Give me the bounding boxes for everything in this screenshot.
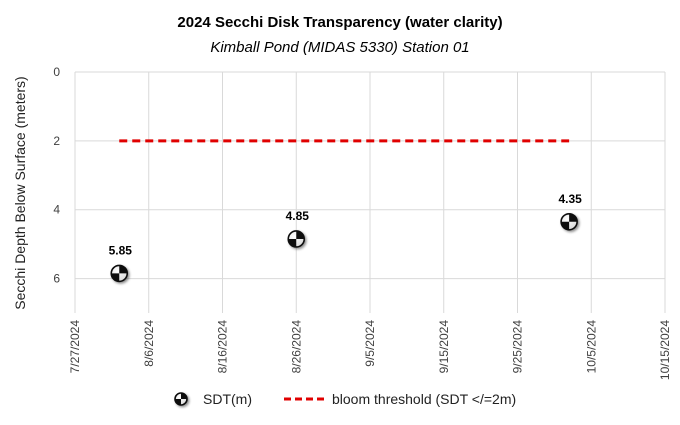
y-tick-label: 6 [53,272,60,286]
x-tick-label: 8/6/2024 [142,320,156,367]
legend-threshold-label: bloom threshold (SDT </=2m) [332,391,516,407]
legend-sdt-marker [174,392,188,406]
sdt-data-label: 4.85 [286,209,310,223]
y-tick-label: 0 [53,65,60,79]
x-tick-label: 9/25/2024 [511,320,525,374]
secchi-disk-quadrant [561,221,570,230]
secchi-disk-quadrant [569,213,578,222]
x-tick-label: 9/5/2024 [363,320,377,367]
sdt-data-point [287,230,306,248]
secchi-disk-quadrant [181,393,187,399]
sdt-data-label: 5.85 [109,243,133,257]
x-tick-label: 8/16/2024 [216,320,230,374]
chart-title: 2024 Secchi Disk Transparency (water cla… [177,14,502,31]
x-tick-label: 8/26/2024 [289,320,303,374]
y-tick-label: 4 [53,203,60,217]
chart-subtitle: Kimball Pond (MIDAS 5330) Station 01 [210,39,469,56]
secchi-disk-quadrant [288,238,297,247]
sdt-data-label: 4.35 [558,192,582,206]
secchi-disk-quadrant [296,230,305,239]
x-tick-label: 10/5/2024 [584,320,598,374]
x-tick-label: 7/27/2024 [68,320,82,374]
y-axis-label: Secchi Depth Below Surface (meters) [12,76,28,309]
sdt-data-point [560,212,578,231]
sdt-data-point [110,264,129,283]
secchi-disk-quadrant [119,265,128,274]
x-tick-label: 9/15/2024 [437,320,451,374]
secchi-disk-quadrant [175,399,181,405]
legend-sdt-label: SDT(m) [203,391,252,407]
x-tick-label: 10/15/2024 [658,320,672,380]
secchi-disk-quadrant [111,273,120,282]
y-tick-label: 2 [53,134,60,148]
